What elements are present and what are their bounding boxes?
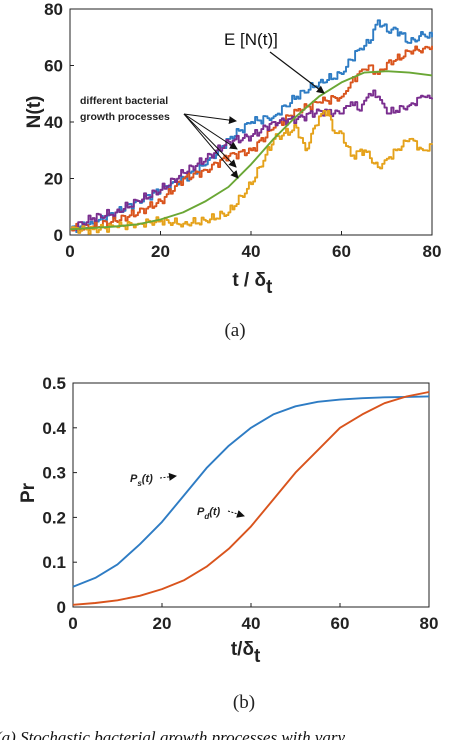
series-line-0-1 bbox=[70, 45, 433, 232]
chart-b: 0 20 40 60 80 0 0.1 0.2 0.3 0.4 0.5 Pr t/δ t Ps(t)… bbox=[18, 374, 438, 713]
y-tick-label: 0.1 bbox=[42, 553, 66, 572]
chart-a-arrow-process-2 bbox=[183, 113, 238, 150]
series-label-ps: Ps(t) bbox=[130, 473, 153, 488]
x-tick-label: 80 bbox=[420, 614, 439, 633]
x-tick-label: 0 bbox=[68, 614, 77, 633]
chart-a-xlabel: t / δ bbox=[232, 270, 266, 291]
x-tick-label: 80 bbox=[423, 242, 442, 261]
y-tick-label: 0 bbox=[57, 598, 66, 617]
y-tick-label: 80 bbox=[44, 0, 63, 19]
chart-a-arrow-process-4 bbox=[183, 113, 239, 179]
chart-b-xlabel: t/δ bbox=[231, 639, 254, 660]
series-line-0-2 bbox=[70, 89, 433, 231]
chart-b-series bbox=[72, 391, 430, 606]
chart-b-ticks: 0 20 40 60 80 0 0.1 0.2 0.3 0.4 0.5 bbox=[42, 374, 438, 633]
x-tick-label: 20 bbox=[153, 614, 172, 633]
chart-a-annotation-processes-1: different bacterial bbox=[80, 95, 168, 107]
chart-a-sublabel: (a) bbox=[224, 320, 245, 341]
chart-a-annotation-expected: E [N(t)] bbox=[224, 30, 278, 49]
chart-b-xlabel-sub: t bbox=[254, 646, 261, 667]
chart-a-ticks: 0 20 40 60 80 0 20 40 60 80 bbox=[44, 0, 441, 261]
x-tick-label: 40 bbox=[242, 614, 261, 633]
y-tick-label: 20 bbox=[44, 170, 63, 189]
x-tick-label: 40 bbox=[242, 242, 261, 261]
chart-a-series bbox=[69, 19, 433, 235]
chart-a: 0 20 40 60 80 0 20 40 60 80 N(t) t / δ t E [N(t)]… bbox=[24, 0, 441, 341]
x-tick-label: 60 bbox=[332, 242, 351, 261]
y-tick-label: 60 bbox=[44, 57, 63, 76]
series-line-0-0 bbox=[70, 19, 433, 233]
chart-a-arrow-process-1 bbox=[183, 113, 237, 125]
chart-b-sublabel: (b) bbox=[233, 692, 255, 713]
chart-a-arrow-expected bbox=[269, 51, 325, 94]
x-tick-label: 60 bbox=[331, 614, 350, 633]
series-line-0-0 bbox=[69, 70, 433, 231]
series-arrow-ps bbox=[159, 472, 177, 481]
figure-caption: (a) Stochastic bacterial growth processe… bbox=[0, 728, 346, 740]
y-tick-label: 40 bbox=[44, 113, 63, 132]
y-tick-label: 0.4 bbox=[42, 419, 66, 438]
chart-b-ylabel: Pr bbox=[18, 482, 39, 503]
y-tick-label: 0 bbox=[54, 226, 63, 245]
chart-b-plot-area bbox=[72, 382, 430, 608]
y-tick-label: 0.3 bbox=[42, 464, 66, 483]
series-label-pd: Pd(t) bbox=[197, 506, 221, 521]
chart-a-ylabel: N(t) bbox=[24, 96, 45, 129]
x-tick-label: 0 bbox=[65, 242, 74, 261]
chart-a-arrow-process-3 bbox=[183, 113, 237, 168]
series-line-0-3 bbox=[70, 109, 433, 235]
chart-a-xlabel-sub: t bbox=[266, 277, 273, 298]
y-tick-label: 0.5 bbox=[42, 374, 66, 393]
chart-a-annotation-processes-2: growth processes bbox=[80, 111, 170, 123]
series-line-Pd(t) bbox=[72, 391, 430, 606]
x-tick-label: 20 bbox=[151, 242, 170, 261]
series-line-Ps(t) bbox=[72, 395, 430, 588]
series-arrow-pd bbox=[227, 510, 245, 518]
y-tick-label: 0.2 bbox=[42, 508, 66, 527]
